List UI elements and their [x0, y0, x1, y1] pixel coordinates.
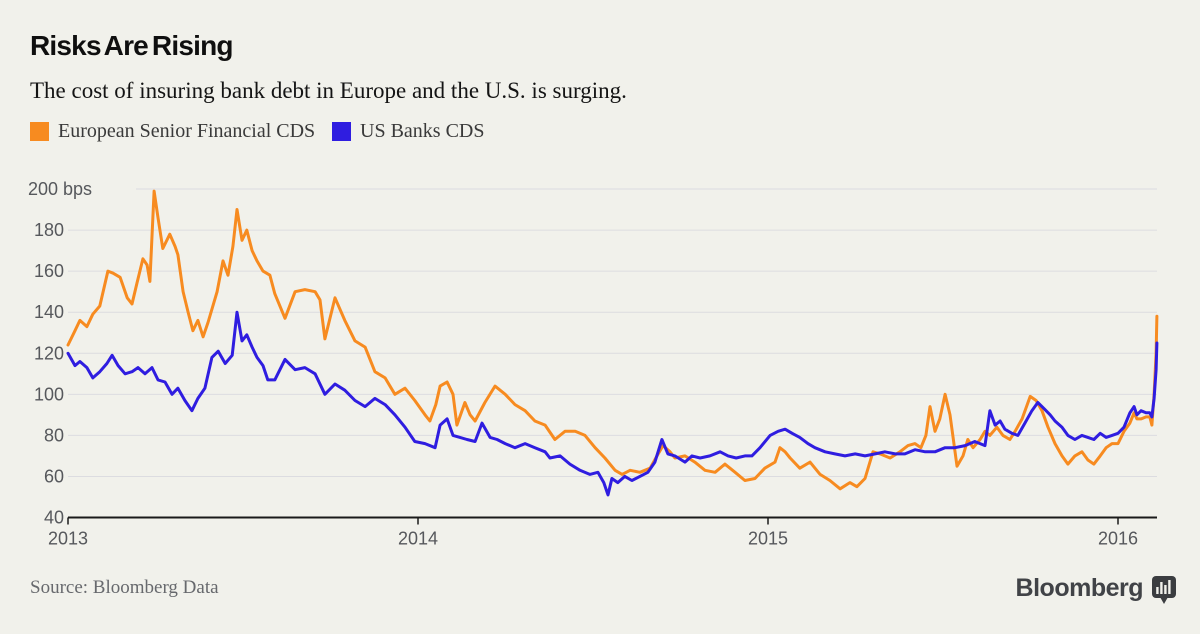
x-axis-label-2013: 2013: [48, 529, 88, 549]
bar-chart-speech-bubble-icon: [1152, 576, 1176, 604]
legend-item-european-cds: European Senior Financial CDS: [30, 120, 315, 143]
y-axis-label-160: 160: [34, 261, 64, 281]
bloomberg-wordmark: Bloomberg: [1015, 574, 1144, 602]
y-axis-label-60: 60: [44, 466, 64, 486]
series-line-us-banks-cds: [66, 310, 1159, 497]
source-note: Source: Bloomberg Data: [30, 577, 219, 598]
legend-label-european-cds: European Senior Financial CDS: [58, 120, 316, 142]
y-axis-label-180: 180: [34, 220, 64, 240]
bloomberg-logo: Bloomberg: [1016, 574, 1177, 605]
x-axis-label-2016: 2016: [1098, 529, 1138, 549]
y-axis-label-100: 100: [34, 384, 64, 404]
y-axis-label-80: 80: [44, 425, 64, 445]
x-axis-label-2015: 2015: [748, 529, 788, 549]
y-axis-label-40: 40: [44, 508, 64, 528]
x-axis-label-2014: 2014: [398, 529, 438, 549]
page-subtitle: The cost of insuring bank debt in Europe…: [30, 78, 627, 103]
y-axis-label-120: 120: [34, 343, 64, 363]
y-axis-label-140: 140: [34, 302, 64, 322]
legend-item-us-banks-cds: US Banks CDS: [332, 120, 484, 143]
legend-label-us-banks-cds: US Banks CDS: [360, 120, 485, 142]
series-line-european-cds: [66, 189, 1159, 491]
y-axis-label-200: 200 bps: [28, 179, 92, 199]
legend-swatch-blue-icon: [332, 122, 351, 141]
page-title: Risks Are Rising: [30, 30, 233, 61]
legend-swatch-orange-icon: [30, 122, 49, 141]
